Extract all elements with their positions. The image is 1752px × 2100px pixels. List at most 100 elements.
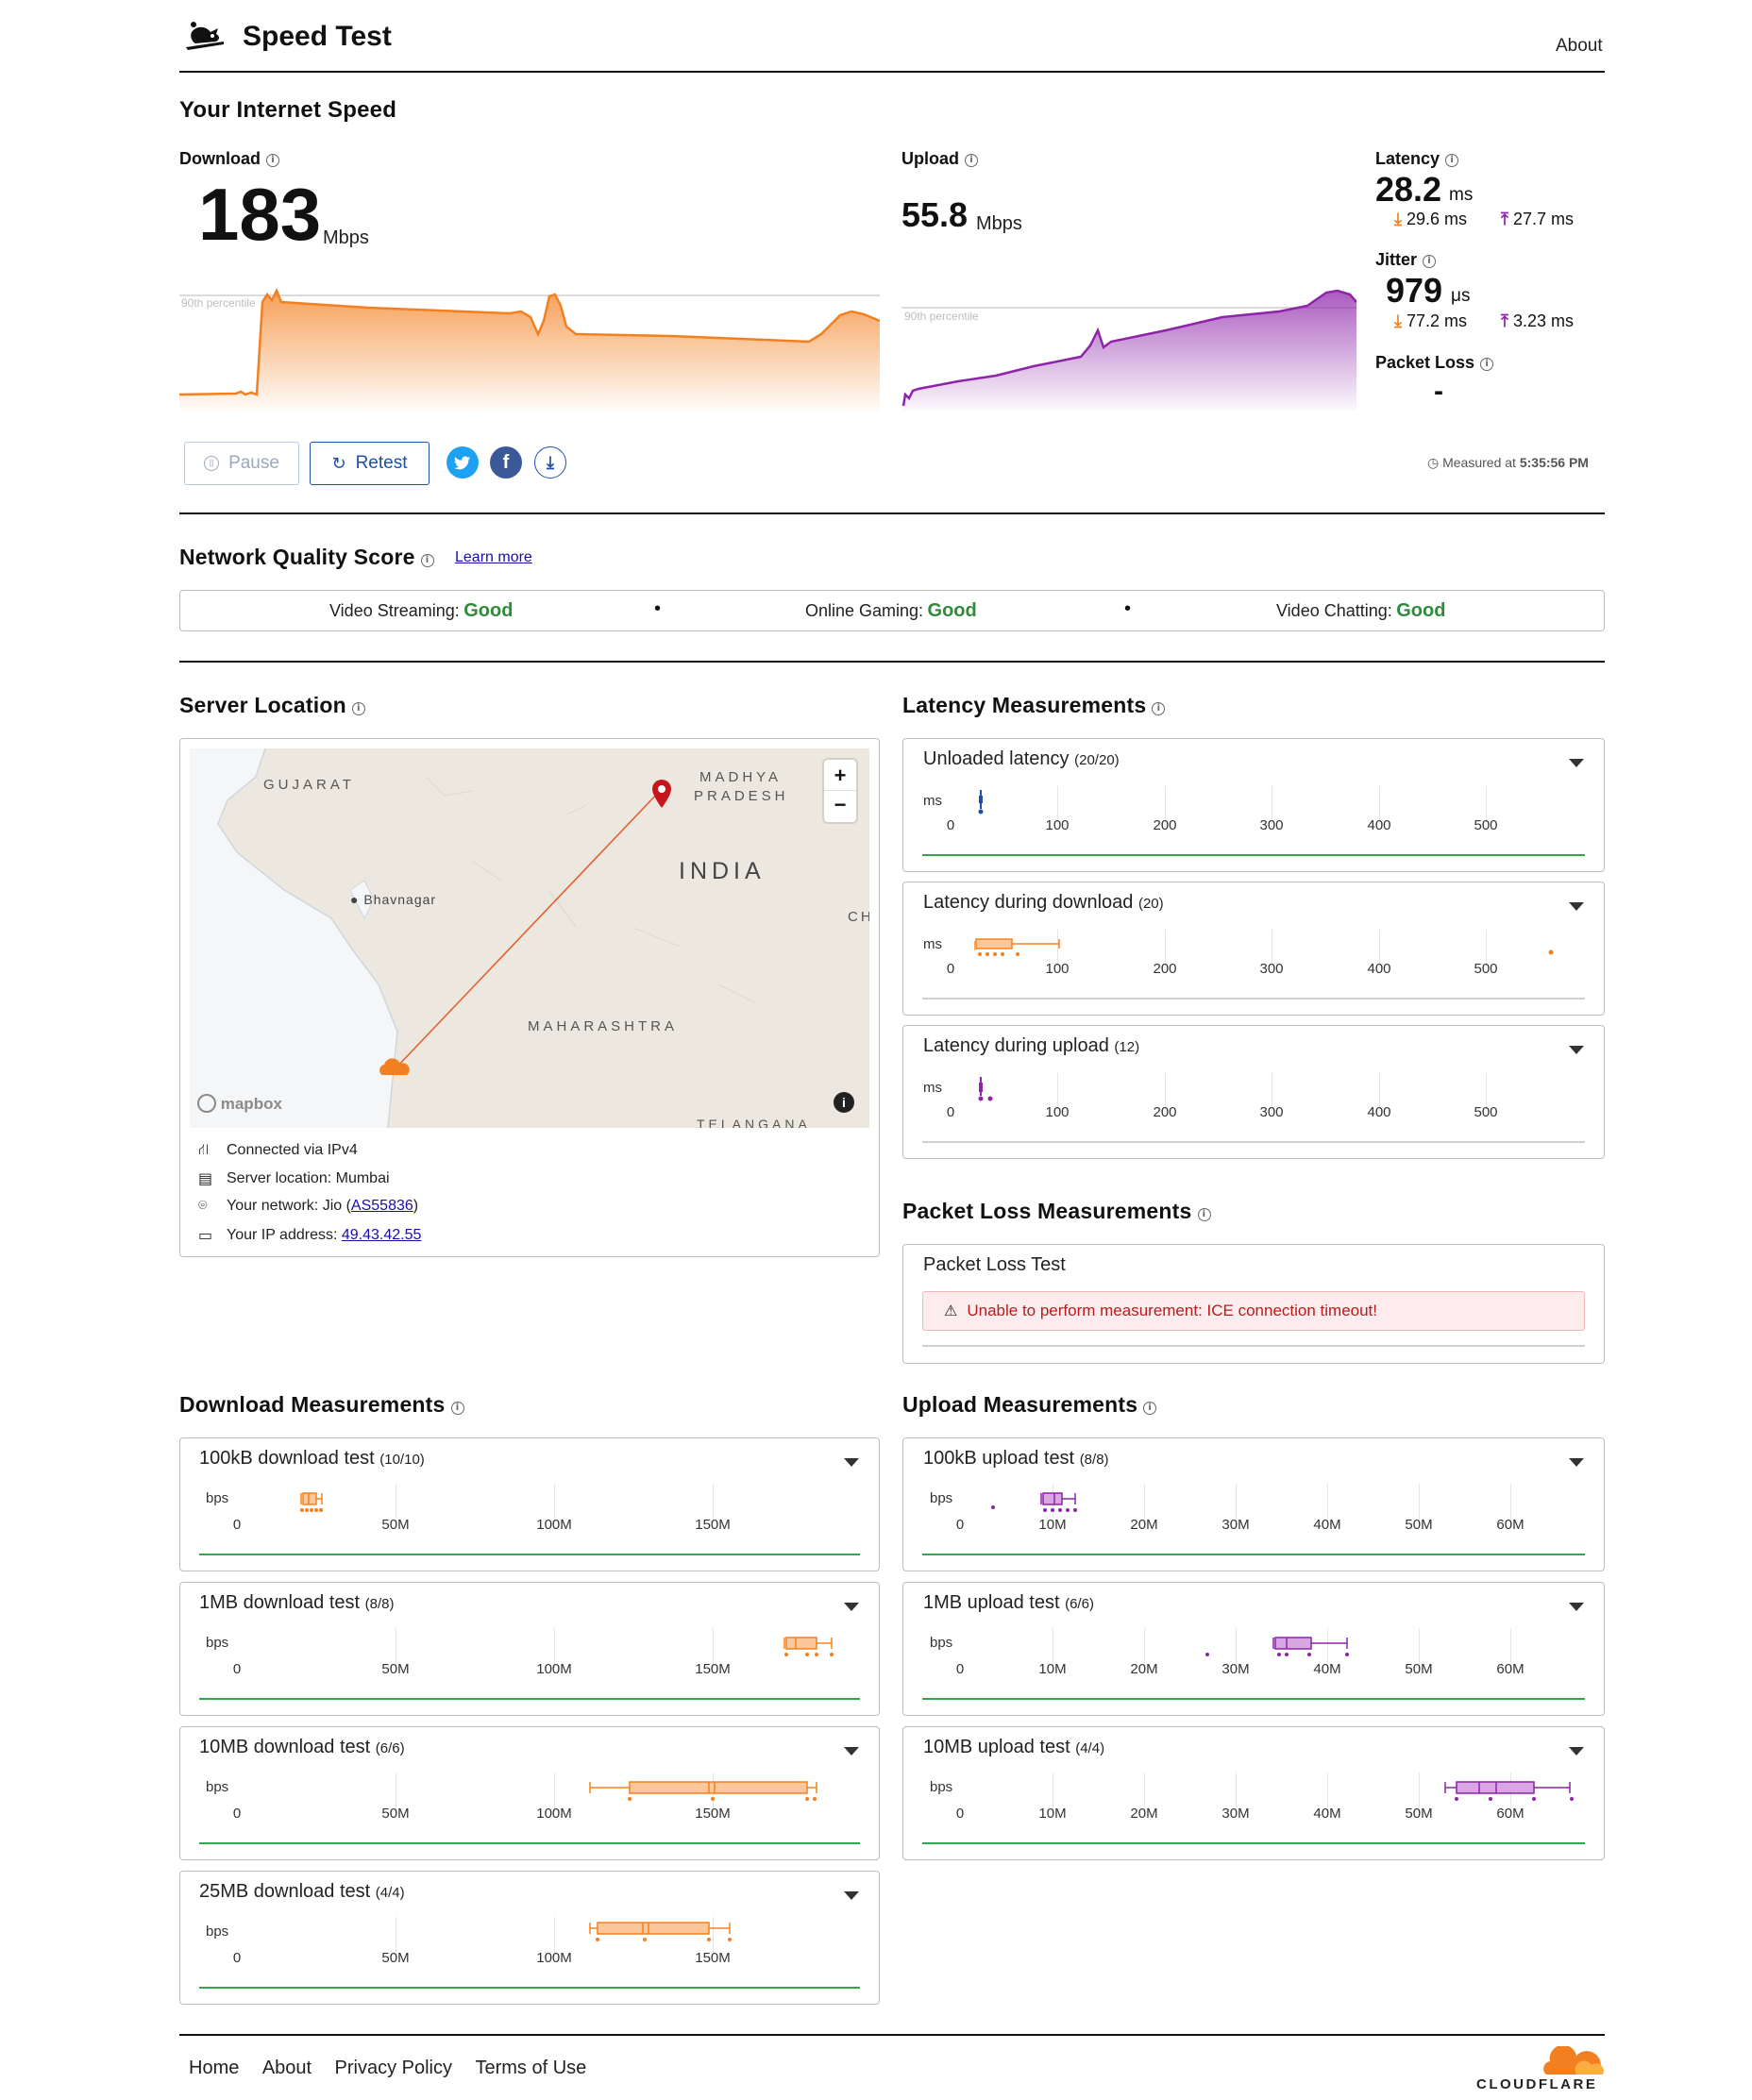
card-title: 25MB download test (4/4) xyxy=(199,1881,405,1902)
chevron-down-icon[interactable] xyxy=(1569,902,1584,911)
axis-unit: bps xyxy=(930,1490,953,1506)
logo-icon xyxy=(182,19,227,53)
info-icon[interactable]: i xyxy=(1197,1208,1211,1221)
chevron-down-icon[interactable] xyxy=(1569,759,1584,767)
packet-loss-value: - xyxy=(1434,376,1443,407)
gridline xyxy=(1486,930,1487,967)
upload-boxplot xyxy=(991,1492,1077,1512)
latency-card-unloaded: Unloaded latency (20/20) ms 0 100 200 30… xyxy=(902,738,1605,872)
latency-card-download: Latency during download (20) ms 0 100 20… xyxy=(902,882,1605,1016)
chevron-down-icon[interactable] xyxy=(844,1891,859,1900)
twitter-icon xyxy=(454,456,470,470)
axis-tick: 100 xyxy=(1045,1104,1070,1120)
map-attribution-button[interactable]: i xyxy=(834,1092,854,1113)
axis-tick: 50M xyxy=(381,1517,410,1533)
asn-link[interactable]: AS55836 xyxy=(350,1198,413,1214)
download-unit: Mbps xyxy=(323,227,369,248)
card-title: 10MB download test (6/6) xyxy=(199,1737,405,1757)
info-icon[interactable]: i xyxy=(1480,358,1494,371)
axis-tick: 100M xyxy=(536,1517,572,1533)
server-ip-row: ▭ Your IP address: 49.43.42.55 xyxy=(198,1227,422,1244)
upload-arrow-icon: ⤒ xyxy=(1501,210,1508,228)
server-network-row: ⌾ Your network: Jio (AS55836) xyxy=(198,1198,419,1214)
pause-button[interactable]: || Pause xyxy=(184,442,299,485)
upload-percentile-label: 90th percentile xyxy=(904,310,979,323)
upload-boxplot xyxy=(1444,1781,1574,1801)
chevron-down-icon[interactable] xyxy=(844,1747,859,1756)
download-icon: ⤓ xyxy=(547,452,554,472)
download-chart: 90th percentile xyxy=(178,283,881,411)
gridline xyxy=(1419,1484,1420,1523)
axis-unit: ms xyxy=(923,936,942,952)
zoom-in-button[interactable]: + xyxy=(824,760,856,791)
info-icon[interactable]: i xyxy=(1143,1402,1157,1415)
info-icon[interactable]: i xyxy=(450,1402,464,1415)
download-card-100kb: 100kB download test (10/10) bps 0 50M 10… xyxy=(179,1437,880,1571)
packet-loss-label: Packet Loss i xyxy=(1375,353,1494,373)
info-icon[interactable]: i xyxy=(1152,702,1166,715)
axis-tick: 40M xyxy=(1313,1661,1341,1677)
axis-tick: 0 xyxy=(946,961,955,977)
twitter-share-button[interactable] xyxy=(446,446,479,479)
gridline xyxy=(1057,1073,1058,1111)
axis-tick: 10M xyxy=(1038,1517,1067,1533)
axis-tick: 30M xyxy=(1221,1517,1250,1533)
map-label-madhya: MADHYA xyxy=(699,769,783,785)
chevron-down-icon[interactable] xyxy=(1569,1046,1584,1054)
chevron-down-icon[interactable] xyxy=(1569,1458,1584,1467)
axis-tick: 0 xyxy=(955,1517,965,1533)
footer-terms-link[interactable]: Terms of Use xyxy=(475,2058,587,2078)
upload-arrow-icon: ⤒ xyxy=(1501,311,1508,330)
info-icon[interactable]: i xyxy=(1445,154,1459,167)
download-boxplot xyxy=(589,1922,732,1941)
axis-tick: 10M xyxy=(1038,1806,1067,1822)
jitter-unit: μs xyxy=(1451,286,1471,306)
footer-home-link[interactable]: Home xyxy=(189,2058,240,2078)
quality-separator: • xyxy=(1124,598,1132,619)
mapbox-logo: mapbox xyxy=(197,1094,282,1114)
map[interactable]: GUJARAT MADHYA PRADESH INDIA ● Bhavnagar… xyxy=(190,748,869,1128)
header-divider xyxy=(179,71,1605,73)
latency-boxplot xyxy=(978,1077,993,1101)
footer-about-link[interactable]: About xyxy=(261,2058,312,2078)
status-line xyxy=(922,1141,1585,1143)
info-icon[interactable]: i xyxy=(351,702,365,715)
download-results-button[interactable]: ⤓ xyxy=(534,446,566,479)
gridline xyxy=(1236,1772,1237,1812)
info-icon[interactable]: i xyxy=(965,154,978,167)
axis-tick: 100M xyxy=(536,1806,572,1822)
axis-tick: 50M xyxy=(1405,1517,1433,1533)
gridline xyxy=(713,1484,714,1523)
gridline xyxy=(1327,1772,1328,1812)
upload-unit: Mbps xyxy=(976,213,1022,234)
browser-icon: ▭ xyxy=(198,1228,213,1244)
retest-button[interactable]: ↻ Retest xyxy=(310,442,430,485)
nav-about-link[interactable]: About xyxy=(1556,36,1603,56)
quality-video-streaming: Video Streaming: Good xyxy=(329,600,514,621)
zoom-out-button[interactable]: − xyxy=(834,793,847,816)
chevron-down-icon[interactable] xyxy=(1569,1603,1584,1611)
upload-chart: 90th percentile xyxy=(901,283,1357,411)
ip-link[interactable]: 49.43.42.55 xyxy=(341,1227,422,1243)
card-title: 10MB upload test (4/4) xyxy=(923,1737,1105,1757)
axis-tick: 30M xyxy=(1221,1806,1250,1822)
server-cloud-icon xyxy=(377,1058,411,1082)
facebook-share-button[interactable]: f xyxy=(490,446,522,479)
footer-privacy-link[interactable]: Privacy Policy xyxy=(334,2058,453,2078)
axis-tick: 40M xyxy=(1313,1806,1341,1822)
packet-loss-card: Packet Loss Test ⚠ Unable to perform mea… xyxy=(902,1244,1605,1364)
info-icon[interactable]: i xyxy=(1423,255,1437,268)
chevron-down-icon[interactable] xyxy=(1569,1747,1584,1756)
info-icon[interactable]: i xyxy=(266,154,279,167)
info-icon[interactable]: i xyxy=(420,554,434,567)
status-line xyxy=(199,1987,860,1989)
axis-unit: bps xyxy=(930,1779,953,1795)
download-arrow-icon: ⤓ xyxy=(1394,311,1402,330)
status-line xyxy=(922,1554,1585,1555)
chevron-down-icon[interactable] xyxy=(844,1603,859,1611)
card-title: 100kB upload test (8/8) xyxy=(923,1448,1109,1469)
gridline xyxy=(713,1628,714,1668)
axis-unit: ms xyxy=(923,1080,942,1096)
chevron-down-icon[interactable] xyxy=(844,1458,859,1467)
learn-more-link[interactable]: Learn more xyxy=(455,549,532,565)
